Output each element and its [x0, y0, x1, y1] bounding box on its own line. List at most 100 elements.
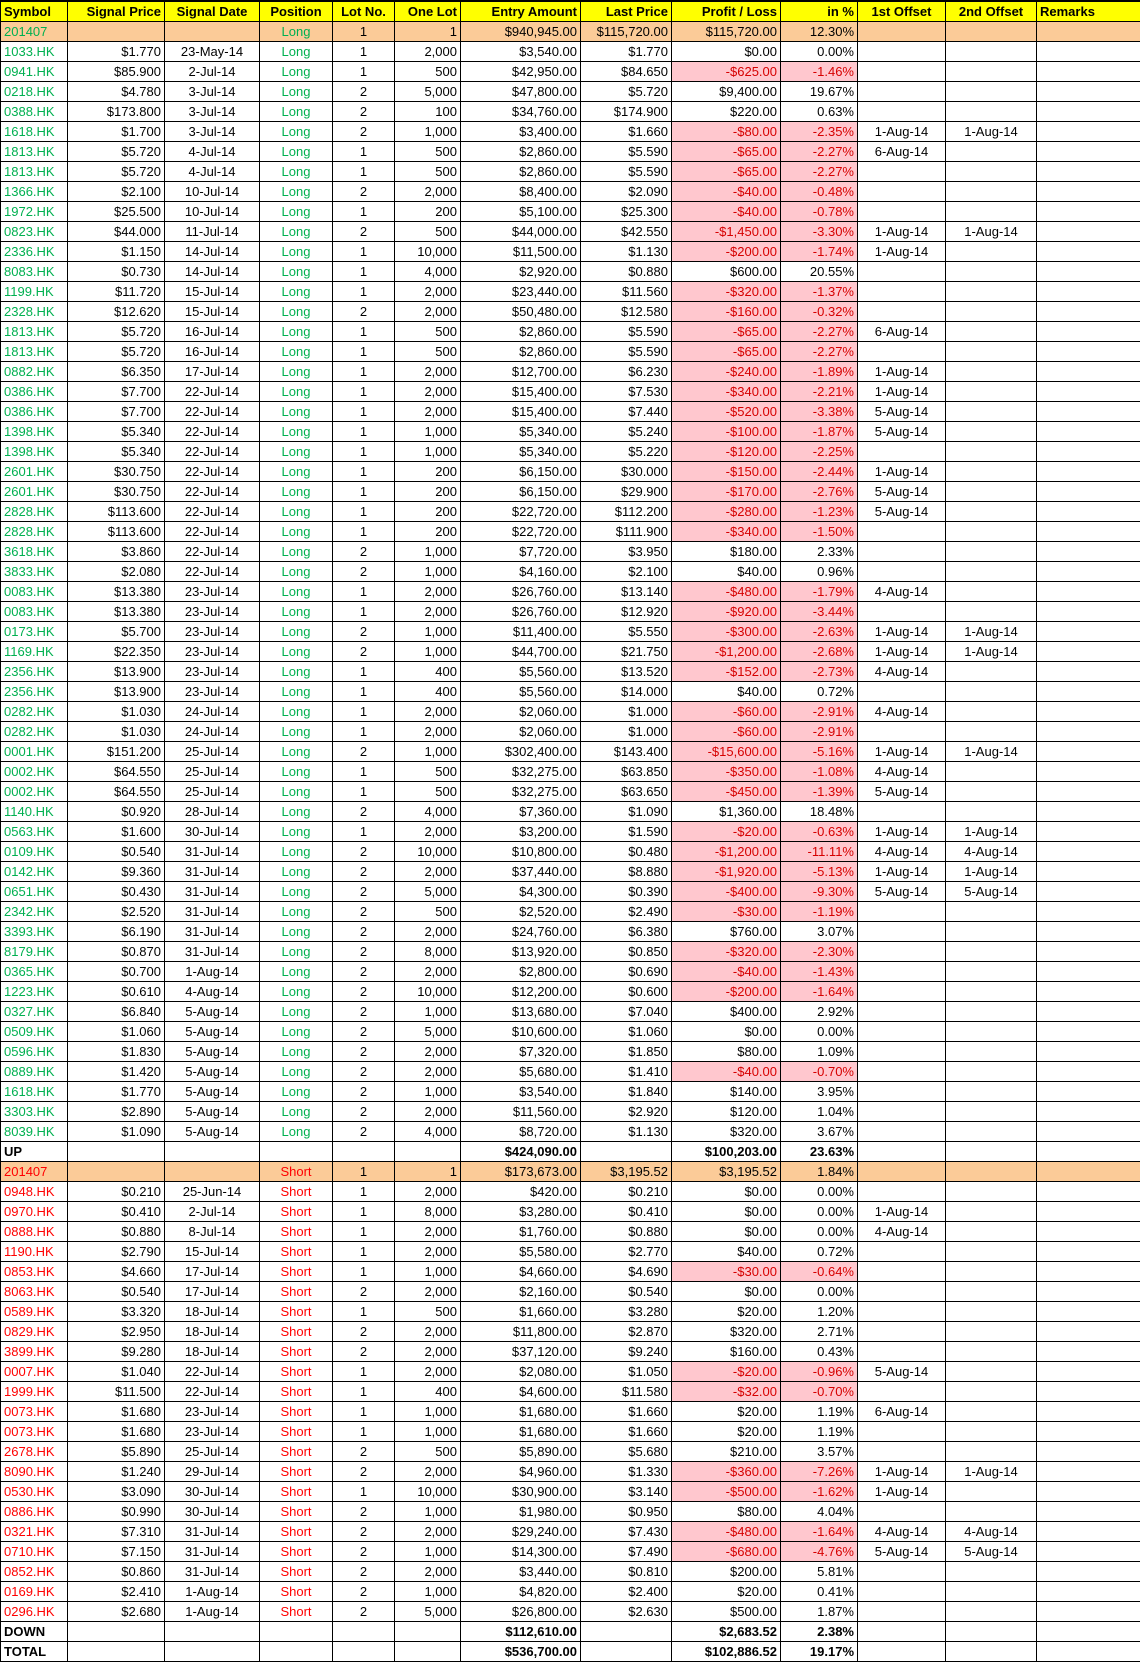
cell-last-price[interactable]: $29.900: [581, 482, 672, 502]
cell-in-pct[interactable]: -2.76%: [781, 482, 858, 502]
cell-entry-amount[interactable]: $5,100.00: [461, 202, 581, 222]
cell-remarks[interactable]: [1037, 1422, 1140, 1442]
cell-entry-amount[interactable]: $11,500.00: [461, 242, 581, 262]
cell-last-price[interactable]: $1.660: [581, 1422, 672, 1442]
cell-profit-loss[interactable]: -$920.00: [672, 602, 781, 622]
cell-offset1[interactable]: [858, 1102, 946, 1122]
cell-last-price[interactable]: $5.590: [581, 142, 672, 162]
cell-symbol[interactable]: 0073.HK: [1, 1422, 68, 1442]
cell-offset2[interactable]: [946, 1302, 1037, 1322]
cell-lot-no[interactable]: 1: [333, 382, 395, 402]
cell-entry-amount[interactable]: $5,340.00: [461, 422, 581, 442]
cell-signal-date[interactable]: 23-Jul-14: [165, 582, 260, 602]
cell-lot-no[interactable]: 2: [333, 122, 395, 142]
cell-entry-amount[interactable]: $7,320.00: [461, 1042, 581, 1062]
cell-profit-loss[interactable]: $20.00: [672, 1302, 781, 1322]
cell-lot-no[interactable]: 2: [333, 1542, 395, 1562]
cell-profit-loss[interactable]: -$1,200.00: [672, 642, 781, 662]
cell-signal-price[interactable]: $0.430: [68, 882, 165, 902]
cell-lot-no[interactable]: 1: [333, 242, 395, 262]
cell-position[interactable]: Long: [260, 842, 333, 862]
cell-in-pct[interactable]: -1.37%: [781, 282, 858, 302]
cell-in-pct[interactable]: -1.46%: [781, 62, 858, 82]
cell-lot-no[interactable]: 2: [333, 182, 395, 202]
cell-position[interactable]: Long: [260, 982, 333, 1002]
cell-symbol[interactable]: 0365.HK: [1, 962, 68, 982]
cell-profit-loss[interactable]: -$680.00: [672, 1542, 781, 1562]
cell-entry-amount[interactable]: $44,700.00: [461, 642, 581, 662]
cell-signal-price[interactable]: $1.680: [68, 1422, 165, 1442]
cell-lot-no[interactable]: 2: [333, 642, 395, 662]
cell-remarks[interactable]: [1037, 462, 1140, 482]
cell-profit-loss[interactable]: $500.00: [672, 1602, 781, 1622]
cell-profit-loss[interactable]: $160.00: [672, 1342, 781, 1362]
cell-one-lot[interactable]: 1,000: [395, 122, 461, 142]
cell-offset1[interactable]: 1-Aug-14: [858, 1462, 946, 1482]
cell-entry-amount[interactable]: $26,760.00: [461, 602, 581, 622]
cell-signal-date[interactable]: 17-Jul-14: [165, 1262, 260, 1282]
cell-entry-amount[interactable]: $2,080.00: [461, 1362, 581, 1382]
cell-signal-date[interactable]: 31-Jul-14: [165, 1522, 260, 1542]
cell-entry-amount[interactable]: $2,800.00: [461, 962, 581, 982]
cell-lot-no[interactable]: 2: [333, 1442, 395, 1462]
cell-position[interactable]: Long: [260, 702, 333, 722]
cell-symbol[interactable]: 0218.HK: [1, 82, 68, 102]
cell-in-pct[interactable]: -2.68%: [781, 642, 858, 662]
cell-symbol[interactable]: 1813.HK: [1, 322, 68, 342]
cell-lot-no[interactable]: 2: [333, 882, 395, 902]
cell-signal-date[interactable]: 30-Jul-14: [165, 1502, 260, 1522]
cell-lot-no[interactable]: 1: [333, 1422, 395, 1442]
cell-signal-date[interactable]: 23-Jul-14: [165, 682, 260, 702]
cell-signal-date[interactable]: 17-Jul-14: [165, 362, 260, 382]
cell-position[interactable]: [260, 1622, 333, 1642]
cell-symbol[interactable]: 0882.HK: [1, 362, 68, 382]
cell-last-price[interactable]: $5.240: [581, 422, 672, 442]
cell-one-lot[interactable]: 2,000: [395, 362, 461, 382]
cell-signal-price[interactable]: $5.720: [68, 342, 165, 362]
cell-offset1[interactable]: [858, 22, 946, 42]
cell-signal-price[interactable]: $0.880: [68, 1222, 165, 1242]
cell-remarks[interactable]: [1037, 1042, 1140, 1062]
cell-entry-amount[interactable]: $13,920.00: [461, 942, 581, 962]
cell-last-price[interactable]: $30.000: [581, 462, 672, 482]
cell-remarks[interactable]: [1037, 1562, 1140, 1582]
cell-lot-no[interactable]: 1: [333, 442, 395, 462]
cell-lot-no[interactable]: 2: [333, 742, 395, 762]
cell-signal-date[interactable]: 22-Jul-14: [165, 542, 260, 562]
cell-profit-loss[interactable]: -$80.00: [672, 122, 781, 142]
cell-signal-price[interactable]: [68, 1162, 165, 1182]
cell-offset2[interactable]: [946, 82, 1037, 102]
cell-offset2[interactable]: [946, 1362, 1037, 1382]
cell-signal-date[interactable]: 1-Aug-14: [165, 1582, 260, 1602]
cell-lot-no[interactable]: 1: [333, 1182, 395, 1202]
cell-signal-date[interactable]: 30-Jul-14: [165, 822, 260, 842]
cell-profit-loss[interactable]: -$40.00: [672, 962, 781, 982]
cell-one-lot[interactable]: 400: [395, 682, 461, 702]
cell-remarks[interactable]: [1037, 982, 1140, 1002]
cell-in-pct[interactable]: -9.30%: [781, 882, 858, 902]
cell-signal-date[interactable]: 31-Jul-14: [165, 942, 260, 962]
cell-entry-amount[interactable]: $11,400.00: [461, 622, 581, 642]
cell-signal-date[interactable]: 14-Jul-14: [165, 242, 260, 262]
cell-profit-loss[interactable]: $40.00: [672, 562, 781, 582]
cell-offset1[interactable]: [858, 202, 946, 222]
cell-in-pct[interactable]: 0.00%: [781, 1022, 858, 1042]
cell-last-price[interactable]: $1.410: [581, 1062, 672, 1082]
cell-symbol[interactable]: 1813.HK: [1, 162, 68, 182]
cell-remarks[interactable]: [1037, 682, 1140, 702]
cell-symbol[interactable]: 0852.HK: [1, 1562, 68, 1582]
cell-offset2[interactable]: [946, 682, 1037, 702]
cell-in-pct[interactable]: -3.38%: [781, 402, 858, 422]
cell-signal-date[interactable]: [165, 22, 260, 42]
cell-signal-date[interactable]: 16-Jul-14: [165, 342, 260, 362]
cell-symbol[interactable]: 1999.HK: [1, 1382, 68, 1402]
cell-offset1[interactable]: [858, 962, 946, 982]
cell-signal-price[interactable]: $0.700: [68, 962, 165, 982]
cell-offset1[interactable]: [858, 1162, 946, 1182]
cell-entry-amount[interactable]: $3,200.00: [461, 822, 581, 842]
cell-entry-amount[interactable]: $47,800.00: [461, 82, 581, 102]
cell-signal-date[interactable]: 5-Aug-14: [165, 1042, 260, 1062]
cell-lot-no[interactable]: 1: [333, 202, 395, 222]
cell-lot-no[interactable]: 2: [333, 1522, 395, 1542]
cell-profit-loss[interactable]: $120.00: [672, 1102, 781, 1122]
